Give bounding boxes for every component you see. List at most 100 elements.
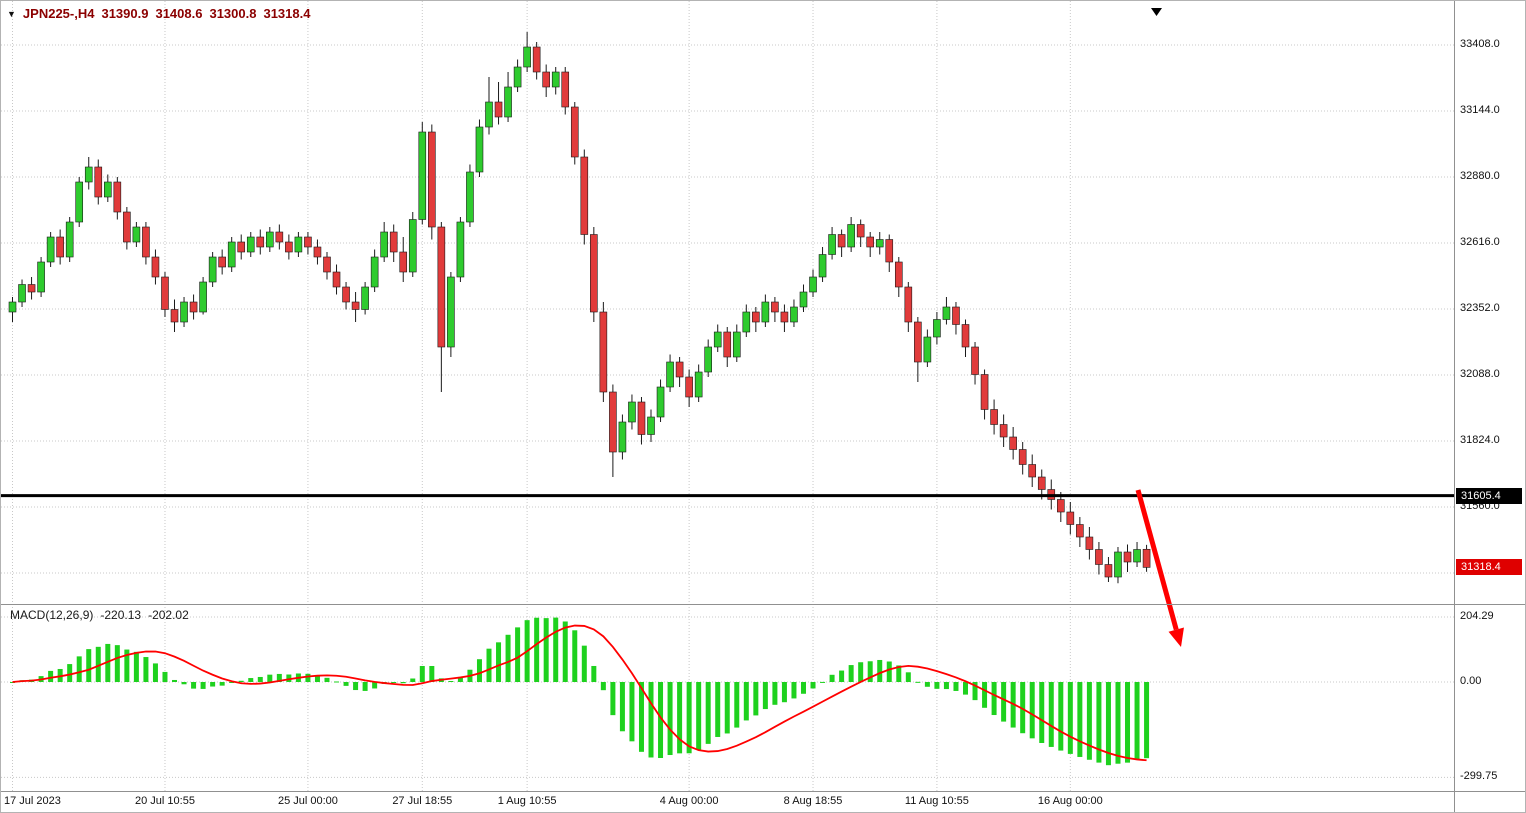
- candle-body: [856, 224, 865, 238]
- macd-histogram-bar: [314, 675, 320, 682]
- candle-body: [532, 46, 541, 73]
- macd-histogram-bar: [86, 649, 92, 682]
- macd-histogram-bar: [410, 678, 416, 682]
- arrow-shaft[interactable]: [1135, 489, 1179, 631]
- hline-price-tag: 31605.4: [1456, 487, 1522, 504]
- candle-body: [285, 241, 293, 253]
- macd-histogram-bar: [391, 682, 397, 683]
- candle-body: [504, 86, 512, 118]
- date-tick-label: 1 Aug 10:55: [497, 795, 557, 807]
- price-tick-label: 32880.0: [1460, 170, 1500, 182]
- quote-low: 31300.8: [209, 6, 257, 21]
- macd-histogram-bar: [686, 682, 692, 754]
- candle-body: [8, 301, 17, 313]
- candle-body: [523, 46, 531, 68]
- macd-histogram-bar: [372, 682, 378, 689]
- candle-body: [761, 301, 770, 323]
- candle-body: [475, 126, 484, 173]
- candle-body: [380, 231, 388, 258]
- candle-body: [313, 246, 322, 258]
- candle-body: [809, 276, 817, 293]
- time-axis[interactable]: 17 Jul 2023 20 Jul 10:55 25 Jul 00:00 27 Ju…: [1, 791, 1454, 812]
- candle-body: [704, 346, 712, 373]
- macd-histogram-bar: [800, 682, 806, 694]
- macd-histogram-bar: [772, 682, 778, 705]
- candle-body: [447, 276, 455, 348]
- macd-name: MACD(12,26,9): [10, 608, 94, 622]
- candle-body: [980, 374, 989, 410]
- price-tick-label: 32352.0: [1460, 302, 1500, 314]
- chart-shift-marker-icon[interactable]: [1151, 8, 1162, 16]
- macd-histogram-bar: [619, 682, 625, 732]
- candle-body: [275, 231, 284, 243]
- macd-signal-value: -202.02: [148, 608, 189, 622]
- macd-histogram-bar: [10, 682, 15, 683]
- candle-body: [399, 251, 408, 273]
- candle-body: [256, 236, 265, 248]
- candle-body: [1009, 436, 1017, 450]
- macd-histogram-bar: [886, 661, 892, 682]
- date-tick-label: 20 Jul 10:55: [135, 795, 195, 807]
- macd-histogram-bar: [286, 674, 292, 682]
- candle-body: [542, 71, 550, 88]
- macd-histogram-bar: [124, 649, 130, 682]
- date-tick-label: 27 Jul 18:55: [392, 795, 453, 807]
- macd-histogram-bar: [1086, 682, 1092, 760]
- macd-histogram-bar: [181, 682, 187, 685]
- date-tick-label: 4 Aug 00:00: [659, 795, 719, 807]
- candle-body: [1104, 564, 1113, 578]
- macd-histogram-bar: [943, 682, 949, 690]
- candle-body: [618, 421, 627, 453]
- candle-body: [266, 231, 274, 248]
- macd-histogram-bar: [648, 682, 654, 758]
- candle-body: [1028, 464, 1037, 478]
- candle-body: [885, 239, 894, 263]
- macd-histogram-bar: [400, 682, 406, 684]
- candle-body: [189, 301, 198, 313]
- macd-histogram-bar: [991, 682, 997, 716]
- date-tick-label: 25 Jul 00:00: [277, 795, 338, 807]
- candle-body: [361, 286, 369, 310]
- candle-body: [1066, 511, 1075, 525]
- macd-tick-label: 0.00: [1460, 675, 1482, 687]
- candle-body: [875, 239, 884, 248]
- macd-histogram-bar: [791, 682, 797, 699]
- macd-histogram-bar: [210, 682, 216, 687]
- price-tick-label: 33408.0: [1460, 38, 1500, 50]
- macd-histogram-bar: [810, 682, 816, 689]
- candle-body: [713, 331, 722, 348]
- bid-price-tag: 31318.4: [1456, 559, 1522, 576]
- macd-histogram-bar: [867, 661, 873, 682]
- macd-histogram-bar: [1125, 682, 1131, 763]
- macd-histogram-bar: [877, 659, 883, 682]
- candle-body: [923, 336, 932, 363]
- price-tick-label: 31824.0: [1460, 434, 1500, 446]
- candle-body: [218, 256, 226, 268]
- price-axis[interactable]: 33408.0 33144.0 32880.0 32616.0 32352.0 32088…: [1455, 1, 1525, 812]
- collapse-triangle-icon[interactable]: ▼: [7, 8, 16, 19]
- candle-body: [551, 71, 560, 88]
- macd-histogram-bar: [839, 670, 845, 682]
- candle-body: [1114, 551, 1122, 578]
- candle-body: [132, 226, 141, 243]
- candle-body: [694, 371, 703, 398]
- macd-histogram-bar: [705, 682, 711, 744]
- date-tick-label: 11 Aug 10:55: [904, 795, 969, 807]
- macd-histogram-bar: [638, 682, 644, 752]
- candle-body: [485, 101, 493, 128]
- date-tick-label: 17 Jul 2023: [4, 795, 61, 807]
- price-tick-label: 32088.0: [1460, 368, 1500, 380]
- candle-body: [990, 409, 998, 425]
- macd-histogram-bar: [1144, 682, 1150, 759]
- candle-body: [637, 401, 646, 435]
- candle-body: [418, 131, 427, 220]
- macd-histogram-bar: [915, 681, 921, 683]
- candle-body: [780, 311, 789, 323]
- quote-open: 31390.9: [101, 6, 149, 21]
- macd-histogram-bar: [905, 672, 911, 682]
- candle-body: [1057, 499, 1065, 513]
- arrow-head-icon[interactable]: [1168, 627, 1184, 647]
- candle-body: [466, 171, 474, 223]
- candle-body: [837, 234, 846, 248]
